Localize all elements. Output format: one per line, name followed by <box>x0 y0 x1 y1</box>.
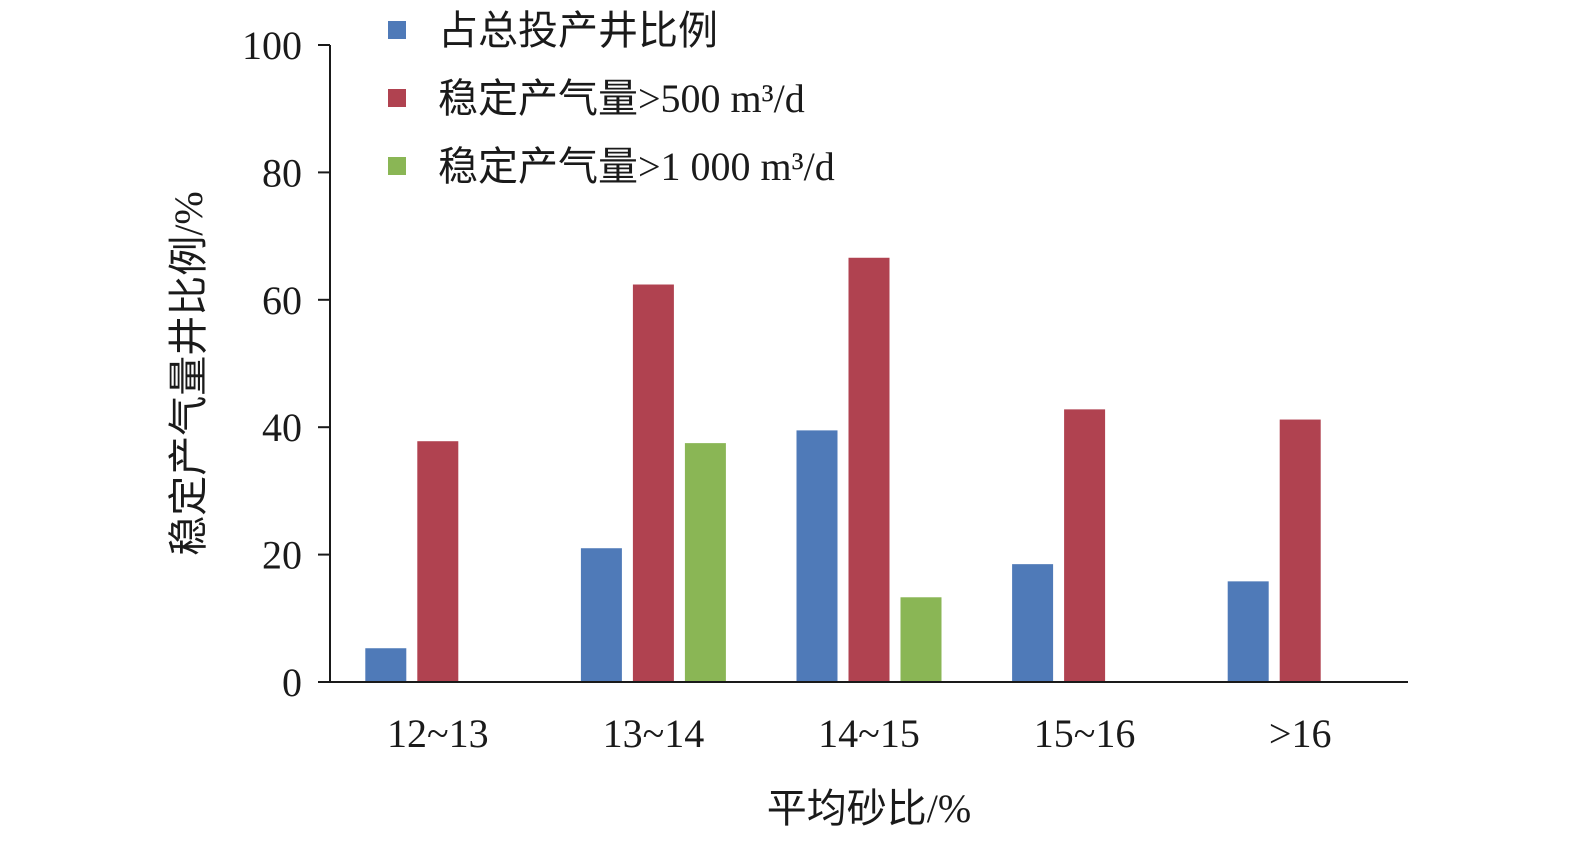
bar-series-2-1 <box>417 441 459 682</box>
bar-series-1-3 <box>796 430 838 682</box>
y-axis-title: 稳定产气量井比例/% <box>166 191 211 555</box>
bar-series-1-4 <box>1012 564 1054 682</box>
x-tick-label: >16 <box>1269 711 1332 756</box>
bar-series-2-4 <box>1064 409 1106 682</box>
bar-series-1-1 <box>365 648 407 682</box>
y-axis-ticks: 0 20 40 60 80 100 <box>242 23 330 705</box>
y-tick-label: 40 <box>262 405 302 450</box>
legend-label-2: 稳定产气量>500 m³/d <box>438 76 805 121</box>
y-tick-label: 60 <box>262 278 302 323</box>
bar-series-2-3 <box>848 257 890 682</box>
x-tick-label: 15~16 <box>1034 711 1136 756</box>
legend-swatch-3 <box>388 157 406 175</box>
bar-series-1-2 <box>580 548 622 682</box>
y-tick-label: 0 <box>282 660 302 705</box>
bars-group <box>365 257 1321 682</box>
y-tick-label: 20 <box>262 533 302 578</box>
y-tick-label: 100 <box>242 23 302 68</box>
x-tick-label: 12~13 <box>387 711 489 756</box>
x-axis-title: 平均砂比/% <box>767 786 971 831</box>
bar-series-1-5 <box>1227 581 1269 682</box>
x-tick-label: 14~15 <box>818 711 920 756</box>
bar-series-3-2 <box>684 443 726 682</box>
legend-swatch-1 <box>388 21 406 39</box>
x-tick-label: 13~14 <box>603 711 705 756</box>
bar-series-2-5 <box>1279 419 1321 682</box>
y-tick-label: 80 <box>262 150 302 195</box>
legend-label-1: 占总投产井比例 <box>438 8 718 53</box>
legend-label-3: 稳定产气量>1 000 m³/d <box>438 144 835 189</box>
bar-series-2-2 <box>632 284 674 682</box>
x-axis-ticks: 12~13 13~14 14~15 15~16 >16 <box>387 711 1332 756</box>
legend-swatch-2 <box>388 89 406 107</box>
bar-series-3-3 <box>900 597 942 682</box>
